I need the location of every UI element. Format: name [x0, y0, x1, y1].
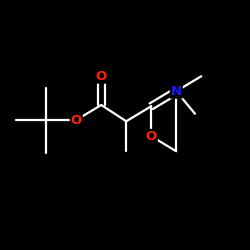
Text: O: O	[96, 70, 107, 83]
Text: O: O	[146, 130, 157, 143]
Text: O: O	[71, 114, 82, 126]
Text: N: N	[171, 85, 182, 98]
